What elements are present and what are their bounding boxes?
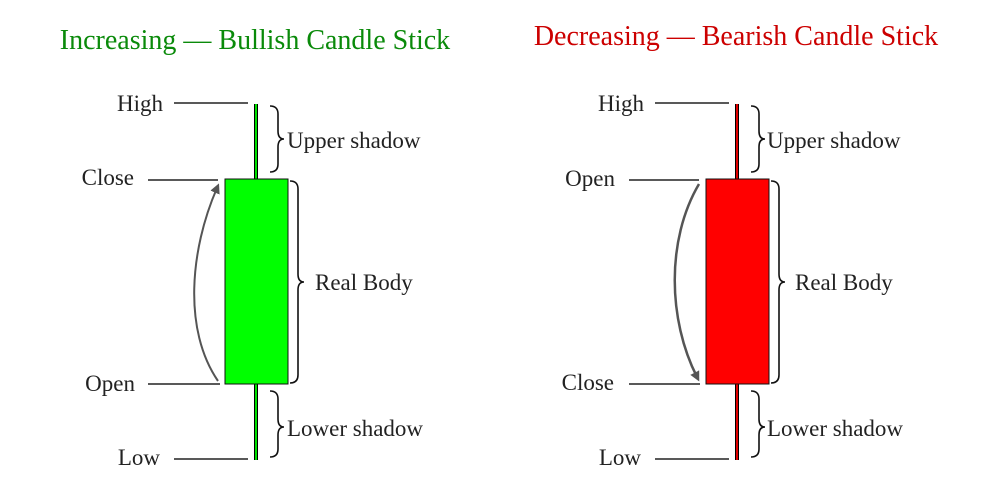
bullish-close-label: Close <box>82 165 134 190</box>
bearish-close-label: Close <box>562 370 614 395</box>
bearish-panel: Decreasing — Bearish Candle Stick High O… <box>534 21 938 470</box>
bullish-low-label: Low <box>118 445 161 470</box>
bearish-upper-brace <box>750 105 766 173</box>
bearish-low-label: Low <box>599 445 642 470</box>
bullish-panel: Increasing — Bullish Candle Stick High C… <box>60 25 450 470</box>
bullish-arrow-icon <box>193 183 220 382</box>
bullish-title: Increasing — Bullish Candle Stick <box>60 25 450 56</box>
bearish-title: Decreasing — Bearish Candle Stick <box>534 21 938 52</box>
bearish-lower-shadow-label: Lower shadow <box>767 416 903 441</box>
bearish-real-body <box>705 178 770 385</box>
bullish-real-body-label: Real Body <box>315 270 413 295</box>
bullish-lower-brace <box>269 390 285 458</box>
bearish-lower-brace <box>750 390 766 458</box>
bearish-upper-shadow-label: Upper shadow <box>767 128 901 153</box>
bullish-high-label: High <box>117 91 164 116</box>
bearish-arrow-icon <box>673 183 701 382</box>
bearish-body-brace <box>770 180 786 384</box>
bearish-high-label: High <box>598 91 645 116</box>
bearish-open-label: Open <box>565 166 615 191</box>
bullish-real-body <box>224 178 289 385</box>
bullish-open-label: Open <box>85 371 135 396</box>
bullish-body-brace <box>289 180 305 384</box>
bearish-real-body-label: Real Body <box>795 270 893 295</box>
bullish-lower-shadow-label: Lower shadow <box>287 416 423 441</box>
bullish-upper-brace <box>269 105 285 173</box>
bullish-upper-shadow-label: Upper shadow <box>287 128 421 153</box>
